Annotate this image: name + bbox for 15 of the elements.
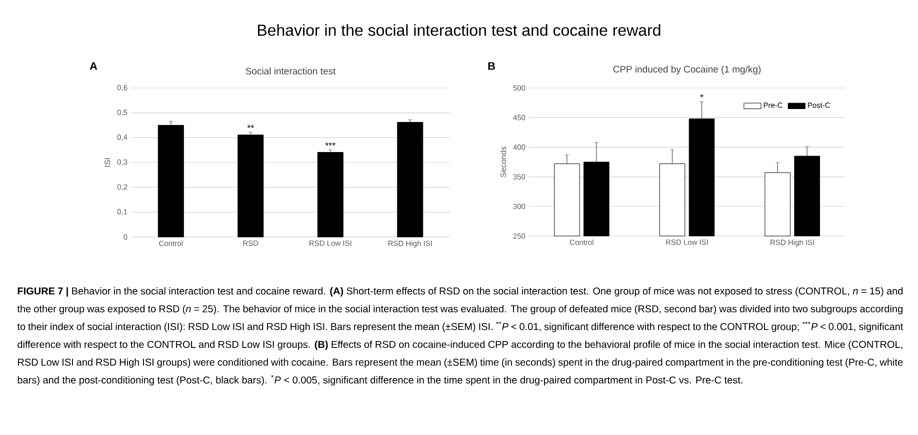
- chart-subtitle: Social interaction test: [246, 67, 336, 74]
- bar: [397, 122, 424, 238]
- annotation: **: [247, 124, 254, 128]
- y-axis-title: ISI: [104, 158, 110, 167]
- y-axis-title: Seconds: [500, 146, 506, 178]
- bar: [238, 134, 264, 238]
- annotation: ***: [325, 142, 336, 146]
- text: FIGURE 7 | Behavior in the social interaction test and cocaine reward. (A) Short-term effects of RSD on the social interaction test. One group of mice was not exposed to stress (CONTROL, n = 15) and the other group was exposed to RSD (n = 25). The behavior of mice in the social interaction test was evaluated. The group of defeated mice (RSD, second bar) was divided into two subgroups according to their index of social interaction (ISI): RSD Low ISI and RSD High ISI. Bars represent the mean (±SEM) ISI. $^{**}$P < 0.01, significant difference with respect to the CONTROL group; $^{***}$P < 0.001, significant difference with respect to the CONTROL and RSD Low ISI groups. (B) Effects of RSD on cocaine-induced CPP according to the behavioral profile of mice in the social interaction test. Mice (CONTROL, RSD Low ISI and RSD High ISI groups) were conditioned with cocaine. Bars represent the mean (±SEM) time (in seconds) spent in the drug-paired compartment in the pre-conditioning test (Pre-C, white bars) and the post-conditioning test (Post-C, black bars). $^{*}$P < 0.005, significant difference in the time spent in the drug-paired compartment in Post-C vs. Pre-C test.: [17, 287, 904, 386]
- text: B: [488, 62, 495, 70]
- text: A: [90, 62, 98, 70]
- annotation: *: [700, 94, 704, 98]
- chart-title: Behavior in the social interaction test and cocaine reward: [258, 24, 660, 36]
- bar: [317, 152, 344, 238]
- chart-subtitle: CPP induced by Cocaine (1 mg/kg): [613, 66, 761, 74]
- bar: [158, 124, 184, 238]
